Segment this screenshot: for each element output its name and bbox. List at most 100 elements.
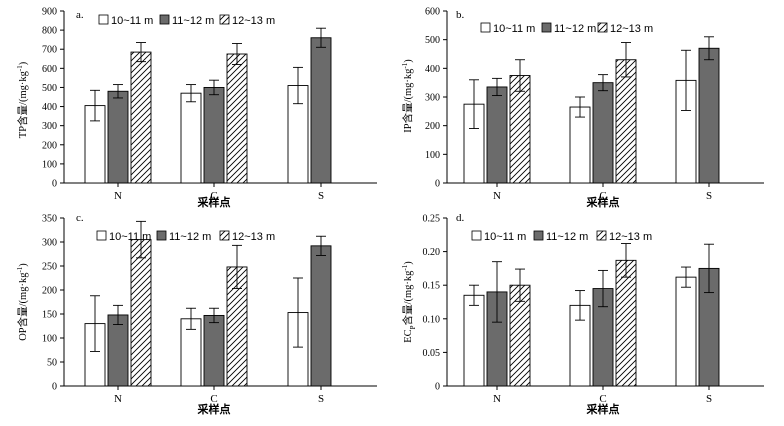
y-tick-label: 0	[52, 179, 57, 190]
y-tick-label: 100	[42, 159, 57, 170]
x-tick-label: N	[114, 393, 122, 405]
legend-swatch-white	[98, 14, 109, 25]
legend-label: 11~12 m	[169, 231, 211, 243]
y-axis-label: ECP含量/(mg·kg-1)	[401, 261, 417, 343]
x-tick-label: S	[706, 190, 712, 202]
y-tick-label: 0	[52, 382, 57, 393]
bar-hatched-C	[615, 59, 637, 184]
y-tick-label: 0.25	[423, 214, 441, 225]
bar-gray-S	[310, 245, 332, 387]
y-axis-label: IP含量/(mg·kg-1)	[401, 59, 414, 133]
y-tick-label: 400	[42, 102, 57, 113]
panel-label: a.	[76, 9, 84, 21]
legend-swatch-white	[480, 22, 491, 33]
chart-panel-a: a. TP含量/(mg·kg-1) 采样点	[16, 9, 231, 209]
y-tick-label: 100	[42, 334, 57, 345]
x-tick-label: C	[210, 393, 217, 405]
legend-panel-a: 10~11 m 11~12 m 12~13 m	[98, 14, 275, 27]
y-tick-label: 250	[42, 262, 57, 273]
y-tick-label: 900	[42, 7, 57, 18]
x-tick-label: C	[210, 190, 217, 202]
y-tick-label: 200	[42, 140, 57, 151]
y-tick-label: 500	[425, 35, 440, 46]
x-axis-label: 采样点	[197, 402, 231, 416]
bar-gray-C	[203, 314, 225, 387]
y-tick-label: 50	[47, 358, 57, 369]
chart-panel-b: b. IP含量/(mg·kg-1) 采样点	[401, 9, 620, 209]
panel-label: d.	[456, 212, 465, 224]
legend-label: 12~13 m	[232, 231, 275, 243]
legend-swatch-gray	[159, 14, 170, 25]
y-tick-label: 0.15	[423, 281, 441, 292]
legend-label: 11~12 m	[554, 23, 596, 35]
y-tick-label: 300	[42, 238, 57, 249]
y-tick-label: 0	[435, 382, 440, 393]
y-tick-label: 150	[42, 310, 57, 321]
panel-label: c.	[76, 212, 84, 224]
x-axis-label: 采样点	[586, 402, 620, 416]
y-tick-label: 600	[42, 64, 57, 75]
legend-label: 10~11 m	[493, 23, 535, 35]
y-tick-label: 0	[435, 179, 440, 190]
legend-label: 12~13 m	[609, 231, 652, 243]
x-tick-label: N	[114, 190, 122, 202]
y-tick-label: 200	[42, 286, 57, 297]
y-tick-label: 0.20	[423, 247, 441, 258]
bar-hatched-C	[226, 53, 248, 184]
legend-swatch-hatch	[597, 22, 608, 33]
chart-panel-c: c. OP含量/(mg·kg-1) 采样点	[16, 212, 231, 416]
x-axis-label: 采样点	[586, 195, 620, 209]
legend-swatch-hatch	[219, 230, 230, 241]
y-tick-label: 400	[425, 64, 440, 75]
x-tick-label: C	[599, 393, 606, 405]
x-tick-label: N	[493, 393, 501, 405]
bar-gray-S	[698, 47, 720, 184]
y-tick-label: 0.10	[423, 314, 441, 325]
y-axis-label: OP含量/(mg·kg-1)	[16, 263, 29, 341]
chart-panel-d: d. ECP含量/(mg·kg-1) 采样点	[401, 212, 620, 416]
x-tick-label: C	[599, 190, 606, 202]
y-tick-label: 700	[42, 45, 57, 56]
plot-panel-4: 0 0.05 0.10 0.15 0.20 0.25 N C S	[423, 214, 764, 405]
legend-swatch-hatch	[219, 14, 230, 25]
bar-hatched-N	[130, 51, 152, 184]
legend-swatch-gray	[533, 230, 544, 241]
y-tick-label: 800	[42, 26, 57, 37]
legend-label: 10~11 m	[484, 231, 526, 243]
legend-swatch-gray	[156, 230, 167, 241]
legend-label: 12~13 m	[232, 15, 275, 27]
legend-label: 11~12 m	[172, 15, 214, 27]
y-tick-label: 350	[42, 214, 57, 225]
y-tick-label: 300	[425, 93, 440, 104]
x-tick-label: S	[318, 190, 324, 202]
bar-gray-N	[486, 86, 508, 184]
plot-panel-3: 0 50 100 150 200 250 300 350 N C S	[42, 214, 377, 405]
legend-swatch-white	[471, 230, 482, 241]
legend-label: 12~13 m	[610, 23, 653, 35]
bar-gray-S	[310, 37, 332, 184]
legend-label: 10~11 m	[111, 15, 153, 27]
bar-white-C	[569, 106, 591, 184]
legend-panel-b: 10~11 m 11~12 m 12~13 m	[480, 22, 653, 35]
bar-gray-N	[107, 314, 129, 387]
legend-panel-c: 10~11 m 11~12 m 12~13 m	[96, 230, 275, 243]
bar-gray-N	[107, 90, 129, 184]
y-tick-label: 0.05	[423, 348, 441, 359]
bar-hatched-N	[130, 239, 152, 387]
x-tick-label: S	[706, 393, 712, 405]
legend-panel-d: 10~11 m 11~12 m 12~13 m	[471, 230, 652, 243]
y-tick-label: 200	[425, 121, 440, 132]
y-axis-label: TP含量/(mg·kg-1)	[16, 61, 29, 138]
x-tick-label: S	[318, 393, 324, 405]
bar-white-C	[180, 92, 202, 184]
bar-gray-C	[203, 86, 225, 184]
y-tick-label: 300	[42, 121, 57, 132]
x-tick-label: N	[493, 190, 501, 202]
panel-label: b.	[456, 9, 465, 21]
y-tick-label: 500	[42, 83, 57, 94]
legend-swatch-gray	[541, 22, 552, 33]
bar-white-S	[675, 276, 697, 387]
y-tick-label: 600	[425, 7, 440, 18]
